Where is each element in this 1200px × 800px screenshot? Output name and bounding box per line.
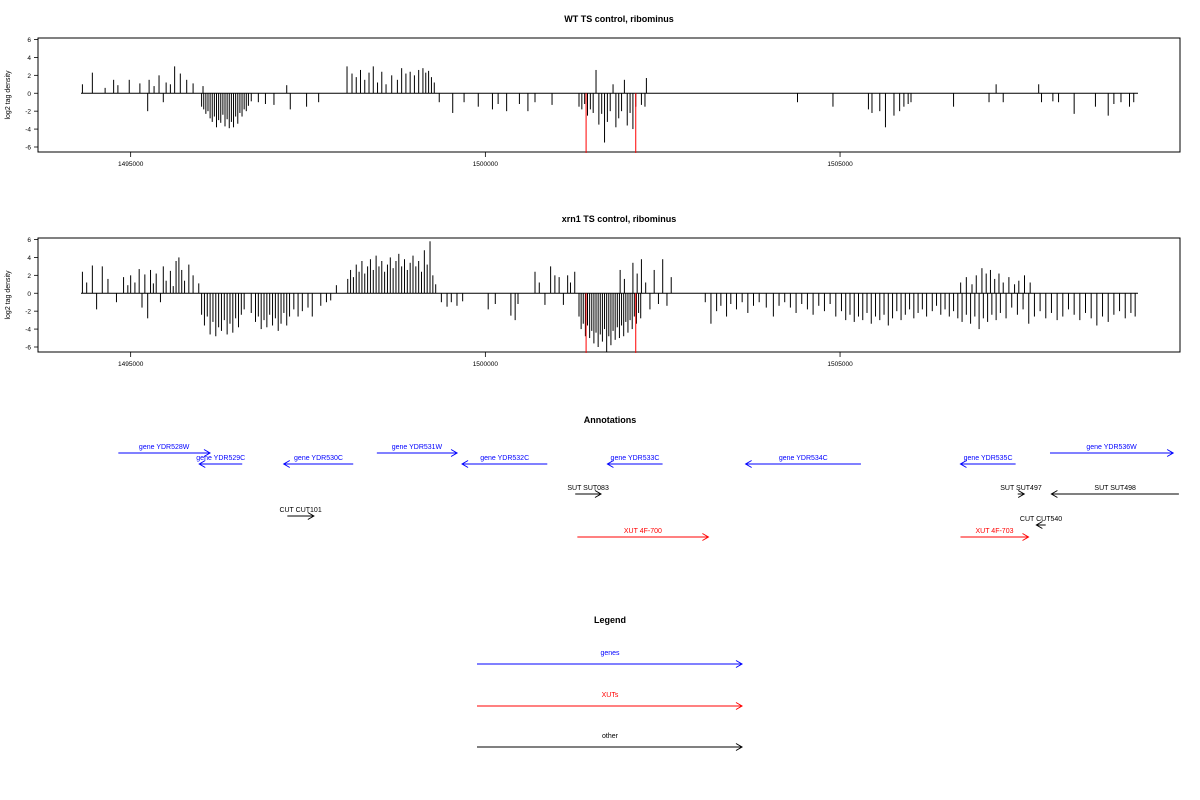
feature-label: gene YDR533C xyxy=(611,455,660,462)
arrow-head-icon xyxy=(461,460,469,468)
feature-label: SUT SUT497 xyxy=(1000,485,1042,492)
x-tick-label: 1495000 xyxy=(118,161,144,168)
y-tick-label: 6 xyxy=(27,237,31,244)
y-tick-label: 6 xyxy=(27,37,31,44)
arrow-head-icon xyxy=(1166,449,1175,457)
y-tick-label: 4 xyxy=(27,55,31,62)
feature-label: XUT 4F-700 xyxy=(624,528,662,535)
y-tick-label: -4 xyxy=(25,327,31,334)
chart-title: WT TS control, ribominus xyxy=(564,14,674,24)
chart-title: xrn1 TS control, ribominus xyxy=(562,214,677,224)
feature-sut-sut083: SUT SUT083 xyxy=(567,485,609,498)
feature-label: gene YDR529C xyxy=(196,455,245,462)
feature-label: gene YDR532C xyxy=(480,455,529,462)
feature-gene-ydr531w: gene YDR531W xyxy=(376,444,459,457)
plot-frame xyxy=(37,237,1181,353)
feature-label: gene YDR530C xyxy=(294,455,343,462)
y-tick-label: 0 xyxy=(27,291,31,298)
feature-gene-ydr536w: gene YDR536W xyxy=(1049,444,1175,457)
arrow-head-icon xyxy=(735,702,743,710)
feature-gene-ydr534c: gene YDR534C xyxy=(744,455,861,468)
feature-xut-4f-700: XUT 4F-700 xyxy=(577,528,710,541)
feature-label: SUT SUT498 xyxy=(1094,485,1136,492)
arrow-head-icon xyxy=(606,460,614,468)
arrow-head-icon xyxy=(203,449,211,457)
y-tick-label: 0 xyxy=(27,91,31,98)
legend-label: other xyxy=(602,733,619,740)
plot-frame xyxy=(37,37,1181,153)
legend-item-other: other xyxy=(477,733,743,751)
arrow-head-icon xyxy=(959,460,967,468)
feature-label: SUT SUT083 xyxy=(567,485,609,492)
feature-gene-ydr530c: gene YDR530C xyxy=(282,455,354,468)
legend-item-genes: genes xyxy=(477,650,743,668)
feature-gene-ydr529c: gene YDR529C xyxy=(196,455,245,468)
legend-label: XUTs xyxy=(602,692,619,699)
feature-gene-ydr532c: gene YDR532C xyxy=(461,455,548,468)
feature-sut-sut498: SUT SUT498 xyxy=(1050,485,1179,498)
feature-cut-cut540: CUT CUT540 xyxy=(1020,516,1062,529)
y-tick-label: 2 xyxy=(27,73,31,80)
arrow-head-icon xyxy=(1035,521,1043,529)
y-tick-label: -2 xyxy=(25,309,31,316)
arrow-head-icon xyxy=(1017,490,1026,498)
feature-gene-ydr535c: gene YDR535C xyxy=(959,455,1016,468)
track-panel-1: WT TS control, ribominus 6 4 2 0 -2 -4 -6 log2 t… xyxy=(5,14,1181,168)
feature-gene-ydr528w: gene YDR528W xyxy=(118,444,211,457)
feature-label: gene YDR536W xyxy=(1086,444,1137,451)
x-tick-label: 1505000 xyxy=(827,161,853,168)
annotations-panel: Annotations gene YDR528W gene YDR529C gene … xyxy=(118,415,1179,541)
arrow-head-icon xyxy=(735,660,743,668)
feature-label: gene YDR531W xyxy=(392,444,443,451)
feature-label: XUT 4F-703 xyxy=(975,528,1013,535)
arrow-head-icon xyxy=(702,533,710,541)
arrow-head-icon xyxy=(744,460,752,468)
arrow-head-icon xyxy=(594,490,602,498)
feature-label: gene YDR534C xyxy=(779,455,828,462)
y-axis-label: log2 tag density xyxy=(5,70,12,120)
legend-label: genes xyxy=(600,650,620,657)
legend-panel: Legend genes XUTs other xyxy=(477,615,743,751)
y-tick-label: -4 xyxy=(25,127,31,134)
legend-item-xuts: XUTs xyxy=(477,692,743,710)
track-panel-2: xrn1 TS control, ribominus 6 4 2 0 -2 -4 -6 log2… xyxy=(5,214,1181,368)
arrow-head-icon xyxy=(735,743,743,751)
feature-xut-4f-703: XUT 4F-703 xyxy=(960,528,1030,541)
feature-label: gene YDR528W xyxy=(139,444,190,451)
x-tick-label: 1505000 xyxy=(827,361,853,368)
feature-label: CUT CUT540 xyxy=(1020,516,1062,523)
annotations-title: Annotations xyxy=(584,415,637,425)
arrow-head-icon xyxy=(282,460,291,468)
feature-label: CUT CUT101 xyxy=(279,507,321,514)
y-tick-label: -2 xyxy=(25,109,31,116)
arrow-head-icon xyxy=(198,460,206,468)
x-tick-label: 1500000 xyxy=(473,161,499,168)
legend-title: Legend xyxy=(594,615,626,625)
arrow-head-icon xyxy=(1022,533,1030,541)
y-tick-label: 4 xyxy=(27,255,31,262)
x-tick-label: 1500000 xyxy=(473,361,499,368)
y-axis-label: log2 tag density xyxy=(5,270,12,320)
arrow-head-icon xyxy=(307,512,315,520)
y-tick-label: -6 xyxy=(25,145,31,152)
arrow-head-icon xyxy=(1050,490,1058,498)
y-tick-label: 2 xyxy=(27,273,31,280)
x-tick-label: 1495000 xyxy=(118,361,144,368)
arrow-head-icon xyxy=(450,449,459,457)
feature-gene-ydr533c: gene YDR533C xyxy=(606,455,663,468)
y-tick-label: -6 xyxy=(25,345,31,352)
feature-label: gene YDR535C xyxy=(964,455,1013,462)
feature-cut-cut101: CUT CUT101 xyxy=(279,507,322,520)
feature-sut-sut497: SUT SUT497 xyxy=(1000,485,1042,498)
